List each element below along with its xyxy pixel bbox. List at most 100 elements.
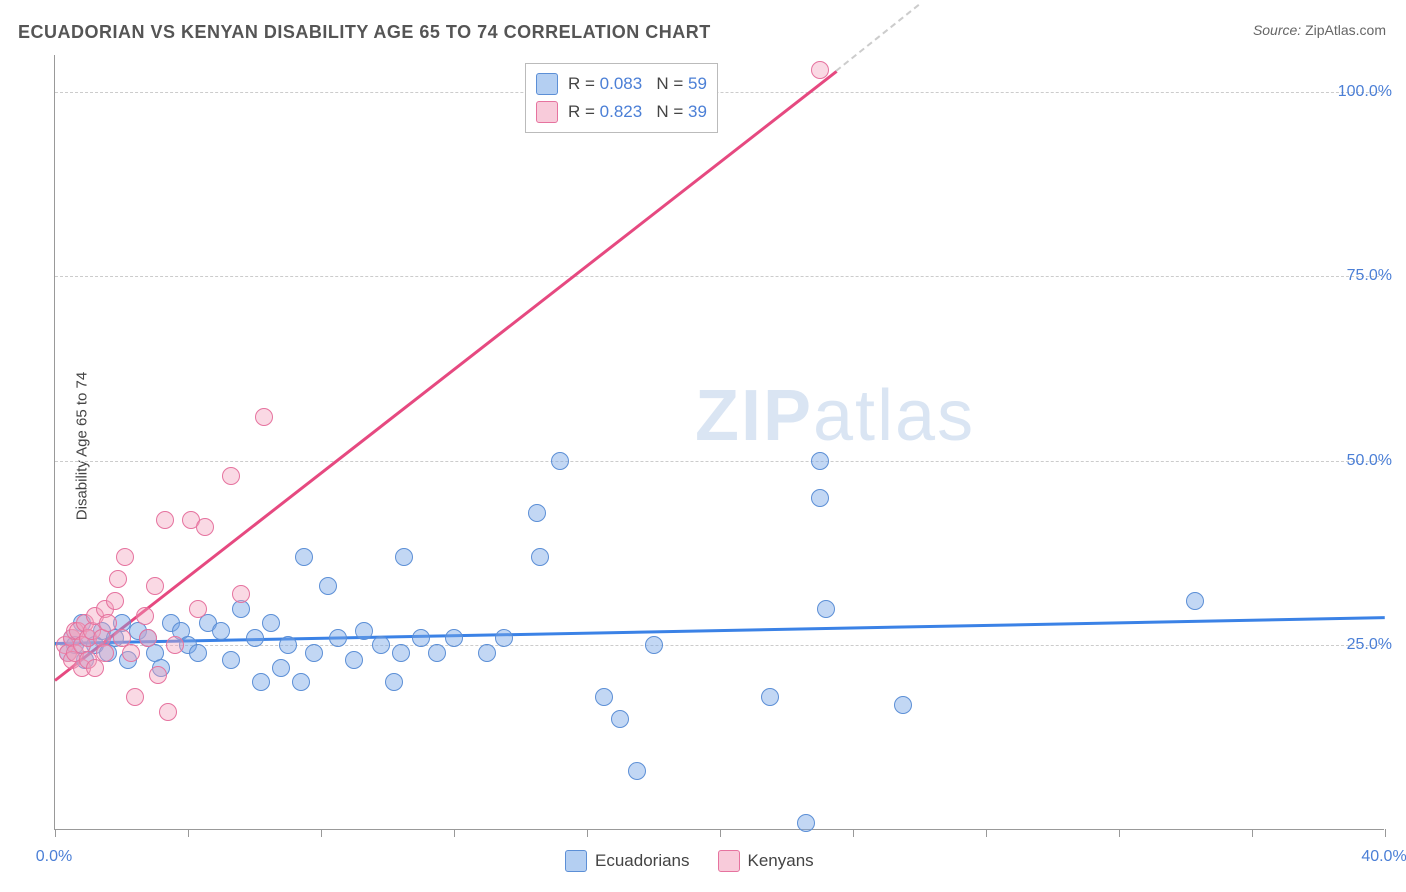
data-point xyxy=(232,585,250,603)
watermark-bold: ZIP xyxy=(695,376,813,456)
data-point xyxy=(611,710,629,728)
data-point xyxy=(96,644,114,662)
data-point xyxy=(279,636,297,654)
data-point xyxy=(319,577,337,595)
x-tick xyxy=(853,829,854,837)
data-point xyxy=(894,696,912,714)
legend-swatch xyxy=(565,850,587,872)
stats-row: R = 0.083 N = 59 xyxy=(536,70,707,98)
data-point xyxy=(159,703,177,721)
data-point xyxy=(295,548,313,566)
data-point xyxy=(252,673,270,691)
data-point xyxy=(811,61,829,79)
stats-box: R = 0.083 N = 59R = 0.823 N = 39 xyxy=(525,63,718,133)
data-point xyxy=(817,600,835,618)
data-point xyxy=(246,629,264,647)
data-point xyxy=(222,467,240,485)
watermark: ZIPatlas xyxy=(695,375,975,457)
x-tick xyxy=(454,829,455,837)
data-point xyxy=(551,452,569,470)
data-point xyxy=(222,651,240,669)
trend-line xyxy=(54,70,837,681)
data-point xyxy=(146,577,164,595)
data-point xyxy=(255,408,273,426)
source-name: ZipAtlas.com xyxy=(1305,22,1386,38)
stats-text: R = 0.823 N = 39 xyxy=(568,98,707,126)
data-point xyxy=(116,548,134,566)
y-tick-label: 25.0% xyxy=(1347,636,1392,654)
data-point xyxy=(106,592,124,610)
trend-line xyxy=(836,4,920,72)
data-point xyxy=(528,504,546,522)
data-point xyxy=(212,622,230,640)
data-point xyxy=(136,607,154,625)
data-point xyxy=(445,629,463,647)
x-tick xyxy=(188,829,189,837)
legend-item: Ecuadorians xyxy=(565,850,690,872)
y-tick-label: 75.0% xyxy=(1347,267,1392,285)
data-point xyxy=(109,570,127,588)
data-point xyxy=(645,636,663,654)
data-point xyxy=(495,629,513,647)
data-point xyxy=(797,814,815,832)
gridline xyxy=(55,92,1384,93)
data-point xyxy=(139,629,157,647)
legend-swatch xyxy=(536,73,558,95)
x-tick-label: 0.0% xyxy=(36,848,72,866)
source-attribution: Source: ZipAtlas.com xyxy=(1253,22,1386,38)
plot-area: ZIPatlas xyxy=(54,55,1384,830)
data-point xyxy=(385,673,403,691)
data-point xyxy=(292,673,310,691)
data-point xyxy=(412,629,430,647)
data-point xyxy=(329,629,347,647)
y-tick-label: 50.0% xyxy=(1347,452,1392,470)
x-tick-label: 40.0% xyxy=(1361,848,1406,866)
legend-label: Kenyans xyxy=(748,851,814,871)
source-prefix: Source: xyxy=(1253,22,1301,38)
data-point xyxy=(189,600,207,618)
y-tick-label: 100.0% xyxy=(1338,83,1392,101)
x-tick xyxy=(1385,829,1386,837)
x-tick xyxy=(1252,829,1253,837)
chart-title: ECUADORIAN VS KENYAN DISABILITY AGE 65 T… xyxy=(18,22,711,43)
bottom-legend: Ecuadorians Kenyans xyxy=(565,850,814,872)
legend-item: Kenyans xyxy=(718,850,814,872)
data-point xyxy=(395,548,413,566)
data-point xyxy=(478,644,496,662)
gridline xyxy=(55,276,1384,277)
data-point xyxy=(189,644,207,662)
data-point xyxy=(531,548,549,566)
data-point xyxy=(1186,592,1204,610)
data-point xyxy=(122,644,140,662)
data-point xyxy=(628,762,646,780)
data-point xyxy=(99,614,117,632)
data-point xyxy=(126,688,144,706)
data-point xyxy=(345,651,363,669)
stats-text: R = 0.083 N = 59 xyxy=(568,70,707,98)
data-point xyxy=(166,636,184,654)
x-tick xyxy=(587,829,588,837)
legend-label: Ecuadorians xyxy=(595,851,690,871)
x-tick xyxy=(986,829,987,837)
data-point xyxy=(156,511,174,529)
legend-swatch xyxy=(718,850,740,872)
x-tick xyxy=(1119,829,1120,837)
gridline xyxy=(55,461,1384,462)
data-point xyxy=(761,688,779,706)
data-point xyxy=(811,489,829,507)
plot-inner: ZIPatlas xyxy=(54,55,1384,830)
stats-row: R = 0.823 N = 39 xyxy=(536,98,707,126)
data-point xyxy=(272,659,290,677)
data-point xyxy=(149,666,167,684)
data-point xyxy=(305,644,323,662)
data-point xyxy=(392,644,410,662)
chart-container: ECUADORIAN VS KENYAN DISABILITY AGE 65 T… xyxy=(0,0,1406,892)
x-tick xyxy=(321,829,322,837)
data-point xyxy=(196,518,214,536)
legend-swatch xyxy=(536,101,558,123)
x-tick xyxy=(55,829,56,837)
data-point xyxy=(811,452,829,470)
data-point xyxy=(372,636,390,654)
data-point xyxy=(428,644,446,662)
x-tick xyxy=(720,829,721,837)
